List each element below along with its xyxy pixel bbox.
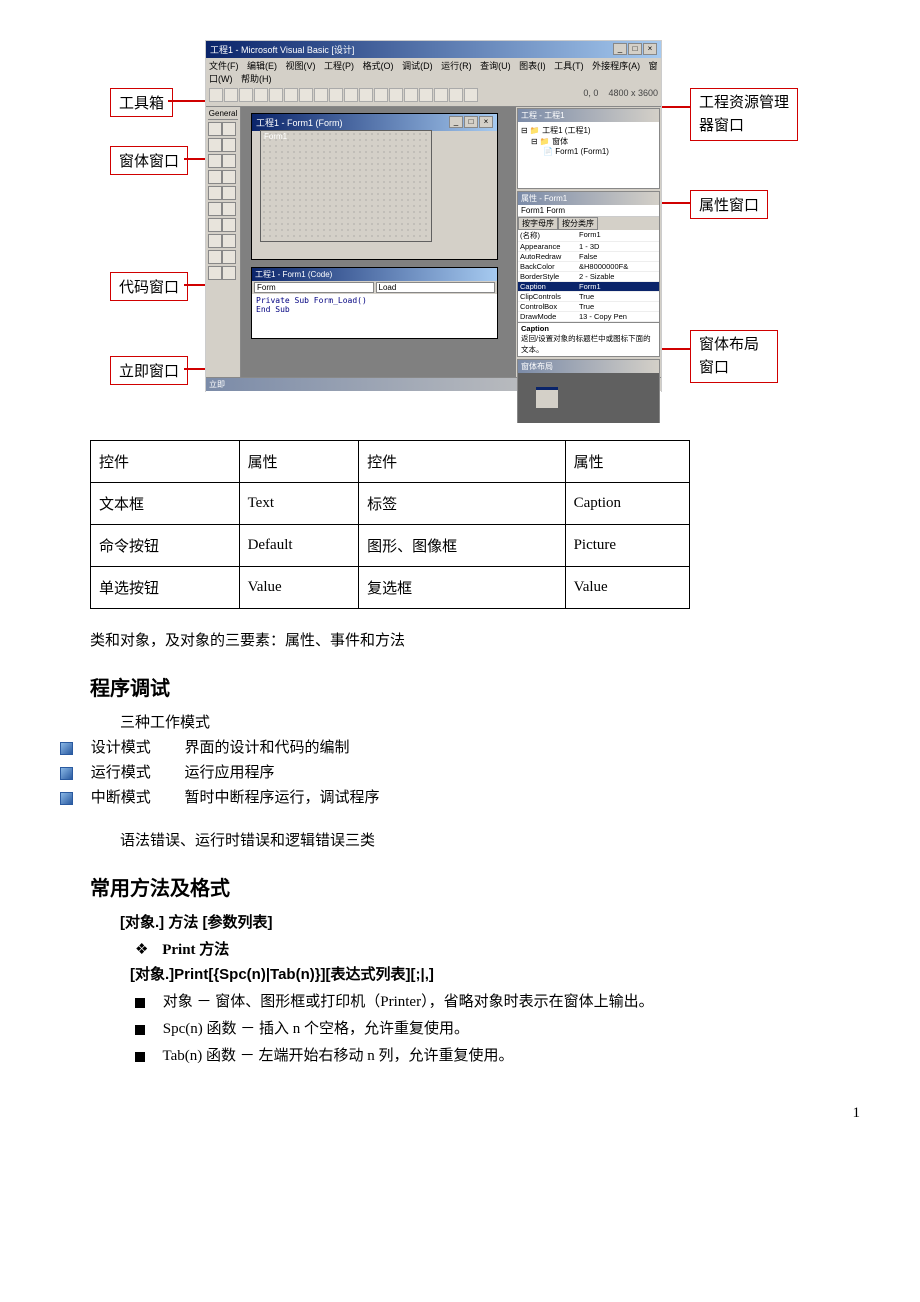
square-icon [135,1052,145,1062]
menu-item[interactable]: 编辑(E) [247,61,277,71]
callout-project-window: 工程资源管理器窗口 [690,88,798,141]
table-header: 控件 [91,441,240,483]
form-designer-window[interactable]: 工程1 - Form1 (Form) _□× Form1 [251,113,498,260]
callout-props-window: 属性窗口 [690,190,768,219]
bullet-icon [60,742,73,755]
code-window-title: 工程1 - Form1 (Code) [252,268,497,281]
properties-window[interactable]: 属性 - Form1 Form1 Form 按字母序 按分类序 (名称)Form… [517,191,660,357]
mode-item: 中断模式 暂时中断程序运行，调试程序 [60,786,860,807]
menu-item[interactable]: 外接程序(A) [592,61,640,71]
class-object-text: 类和对象，及对象的三要素：属性、事件和方法 [90,629,860,650]
table-header: 控件 [359,441,565,483]
table-header: 属性 [239,441,359,483]
menu-item[interactable]: 工程(P) [324,61,354,71]
ide-toolbar[interactable]: 0, 0 4800 x 3600 [206,86,661,107]
print-method-title: ❖ Print 方法 [135,938,860,959]
window-buttons[interactable]: _□× [612,43,657,56]
ide-menubar[interactable]: 文件(F) 编辑(E) 视图(V) 工程(P) 格式(O) 调试(D) 运行(R… [206,58,661,86]
project-item[interactable]: 📄 Form1 (Form1) [543,147,656,156]
method-syntax: [对象.] 方法 [参数列表] [120,911,860,932]
code-window[interactable]: 工程1 - Form1 (Code) Form Load Private Sub… [251,267,498,339]
modes-intro: 三种工作模式 [120,711,860,732]
tab-alphabetic[interactable]: 按字母序 [518,217,558,230]
project-root[interactable]: ⊟ 📁 工程1 (工程1) [521,125,656,136]
layout-title: 窗体布局 [518,360,659,373]
errors-text: 语法错误、运行时错误和逻辑错误三类 [120,829,860,850]
callout-toolbox: 工具箱 [110,88,173,117]
callout-layout-window: 窗体布局窗口 [690,330,778,383]
section-methods: 常用方法及格式 [90,872,860,901]
table-row: 命令按钮Default 图形、图像框Picture [91,525,690,567]
menu-item[interactable]: 查询(U) [480,61,511,71]
menu-item[interactable]: 帮助(H) [241,74,272,84]
vb-ide-window: 工程1 - Microsoft Visual Basic [设计] _□× 文件… [205,40,662,392]
callout-code-window: 代码窗口 [110,272,188,301]
tab-categorized[interactable]: 按分类序 [558,217,598,230]
toolbar-status: 0, 0 4800 x 3600 [583,88,658,104]
project-tree[interactable]: ⊟ 📁 工程1 (工程1) ⊟ 📁 窗体 📄 Form1 (Form1) [518,122,659,188]
right-dock: 工程 - 工程1 ⊟ 📁 工程1 (工程1) ⊟ 📁 窗体 📄 Form1 (F… [516,107,661,377]
code-editor[interactable]: Private Sub Form_Load() End Sub [252,294,497,316]
controls-properties-table: 控件 属性 控件 属性 文本框Text 标签Caption 命令按钮Defaul… [90,440,690,609]
menu-item[interactable]: 格式(O) [363,61,394,71]
callout-form-window: 窗体窗口 [110,146,188,175]
print-note: 对象 － 窗体、图形框或打印机（Printer），省略对象时表示在窗体上输出。 [135,990,860,1011]
project-explorer[interactable]: 工程 - 工程1 ⊟ 📁 工程1 (工程1) ⊟ 📁 窗体 📄 Form1 (F… [517,108,660,189]
props-tabs[interactable]: 按字母序 按分类序 [518,217,659,230]
code-line: Private Sub Form_Load() [256,296,493,305]
ide-title: 工程1 - Microsoft Visual Basic [设计] [210,43,354,56]
project-folder[interactable]: ⊟ 📁 窗体 [531,136,656,147]
toolbar-icons[interactable] [209,88,479,104]
bullet-icon [60,792,73,805]
print-note: Spc(n) 函数 － 插入 n 个空格，允许重复使用。 [135,1017,860,1038]
procedure-dropdown[interactable]: Load [376,282,496,293]
bullet-icon [60,767,73,780]
toolbox-grid[interactable] [208,122,238,280]
form-canvas[interactable]: Form1 [260,130,432,242]
section-debug: 程序调试 [90,672,860,701]
diamond-icon: ❖ [135,940,148,959]
square-icon [135,998,145,1008]
props-title: 属性 - Form1 [518,192,659,205]
form-layout-window[interactable]: 窗体布局 [517,359,660,423]
props-grid[interactable]: (名称)Form1 Appearance1 - 3D AutoRedrawFal… [518,230,659,322]
table-row: 单选按钮Value 复选框Value [91,567,690,609]
menu-item[interactable]: 工具(T) [554,61,584,71]
mode-item: 运行模式 运行应用程序 [60,761,860,782]
table-row: 文本框Text 标签Caption [91,483,690,525]
props-object-selector[interactable]: Form1 Form [518,205,659,217]
object-dropdown[interactable]: Form [254,282,374,293]
code-line: End Sub [256,305,493,314]
mdi-area: 工程1 - Form1 (Form) _□× Form1 工程1 - Form1… [241,107,516,377]
project-panel-title: 工程 - 工程1 [518,109,659,122]
layout-body[interactable] [518,373,659,423]
mode-item: 设计模式 界面的设计和代码的编制 [60,736,860,757]
menu-item[interactable]: 视图(V) [286,61,316,71]
menu-item[interactable]: 调试(D) [402,61,433,71]
square-icon [135,1025,145,1035]
props-description: Caption 返回/设置对象的标题栏中或图标下面的文本。 [518,322,659,356]
vb-ide-figure: 工具箱 窗体窗口 代码窗口 立即窗口 工程资源管理器窗口 属性窗口 窗体布局窗口… [110,40,810,400]
ide-titlebar: 工程1 - Microsoft Visual Basic [设计] _□× [206,41,661,58]
form-caption: Form1 [261,131,431,142]
menu-item[interactable]: 运行(R) [441,61,472,71]
ide-body: General 工程1 - Form1 (Form) _□× Form1 [206,107,661,377]
layout-form-icon[interactable] [536,387,558,408]
print-note: Tab(n) 函数 － 左端开始右移动 n 列，允许重复使用。 [135,1044,860,1065]
code-dropdowns[interactable]: Form Load [252,281,497,294]
menu-item[interactable]: 图表(I) [519,61,546,71]
toolbox-title: General [208,109,238,120]
toolbox-panel[interactable]: General [206,107,241,377]
page-number: 1 [60,1105,860,1122]
table-header: 属性 [565,441,689,483]
table-header-row: 控件 属性 控件 属性 [91,441,690,483]
print-syntax: [对象.]Print[{Spc(n)|Tab(n)}][表达式列表][;|,] [130,963,860,984]
callout-immediate-window: 立即窗口 [110,356,188,385]
menu-item[interactable]: 文件(F) [209,61,239,71]
form-window-title: 工程1 - Form1 (Form) _□× [252,114,497,131]
